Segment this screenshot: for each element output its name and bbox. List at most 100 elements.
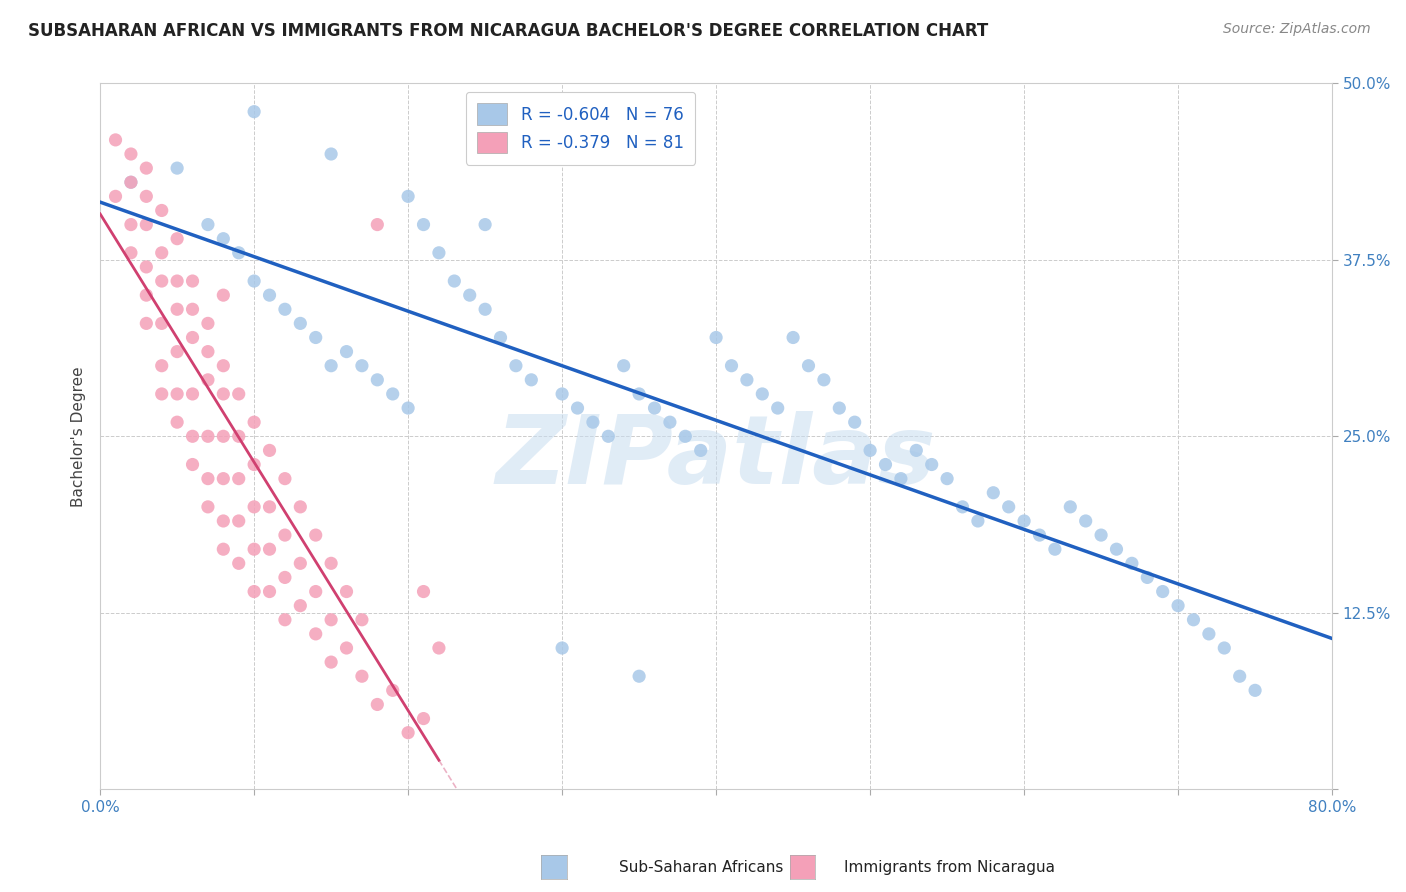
Point [689,443,711,458]
Point [1059,500,1081,514]
Point [350,613,373,627]
Point [243,584,266,599]
Point [228,514,250,528]
Point [243,274,266,288]
Point [150,359,173,373]
Point [321,557,343,571]
Point [212,232,235,246]
Point [290,599,312,613]
Point [598,429,620,443]
Point [120,147,142,161]
Point [1167,599,1189,613]
Point [551,387,574,401]
Point [212,288,235,302]
Point [197,344,219,359]
Point [366,218,388,232]
Point [120,175,142,189]
Point [228,429,250,443]
Point [673,429,696,443]
Point [350,359,373,373]
Point [797,359,820,373]
Point [335,584,357,599]
Point [628,387,651,401]
Point [905,443,928,458]
Point [412,712,434,726]
Point [212,387,235,401]
Point [212,429,235,443]
Point [1090,528,1112,542]
Point [751,387,773,401]
Point [1012,514,1035,528]
Point [135,189,157,203]
Point [412,218,434,232]
Point [150,317,173,331]
Point [259,443,281,458]
Point [181,429,204,443]
Point [396,401,419,415]
Point [135,288,157,302]
Point [166,302,188,317]
Point [166,274,188,288]
Point [551,640,574,655]
Point [658,415,681,429]
Point [181,274,204,288]
Point [290,557,312,571]
Point [427,245,450,260]
Point [1229,669,1251,683]
Point [243,104,266,119]
Point [104,133,127,147]
Point [735,373,758,387]
Point [166,344,188,359]
Point [396,725,419,739]
Point [166,415,188,429]
Point [150,203,173,218]
Point [120,245,142,260]
Point [936,472,959,486]
Point [197,218,219,232]
Point [1213,640,1236,655]
Point [104,189,127,203]
Point [120,218,142,232]
Point [505,359,527,373]
Point [321,613,343,627]
Point [366,698,388,712]
Point [1198,627,1220,641]
Point [720,359,742,373]
Point [243,500,266,514]
Point [197,429,219,443]
Point [305,584,328,599]
Point [181,330,204,344]
Point [305,627,328,641]
Point [704,330,727,344]
Point [350,669,373,683]
Point [290,317,312,331]
Point [166,161,188,175]
Point [181,458,204,472]
Point [412,584,434,599]
Point [1043,542,1066,557]
Point [567,401,589,415]
Point [274,528,297,542]
Point [197,317,219,331]
Point [859,443,882,458]
Point [381,683,404,698]
Point [228,387,250,401]
Text: SUBSAHARAN AFRICAN VS IMMIGRANTS FROM NICARAGUA BACHELOR'S DEGREE CORRELATION CH: SUBSAHARAN AFRICAN VS IMMIGRANTS FROM NI… [28,22,988,40]
Text: Immigrants from Nicaragua: Immigrants from Nicaragua [844,860,1054,874]
Point [305,330,328,344]
Point [828,401,851,415]
Point [212,472,235,486]
Point [212,542,235,557]
Point [766,401,789,415]
Point [366,373,388,387]
Point [166,232,188,246]
Point [197,500,219,514]
Point [474,302,496,317]
Point [396,189,419,203]
Point [305,528,328,542]
Point [875,458,897,472]
Point [150,387,173,401]
Point [1074,514,1097,528]
Point [644,401,666,415]
Point [274,472,297,486]
